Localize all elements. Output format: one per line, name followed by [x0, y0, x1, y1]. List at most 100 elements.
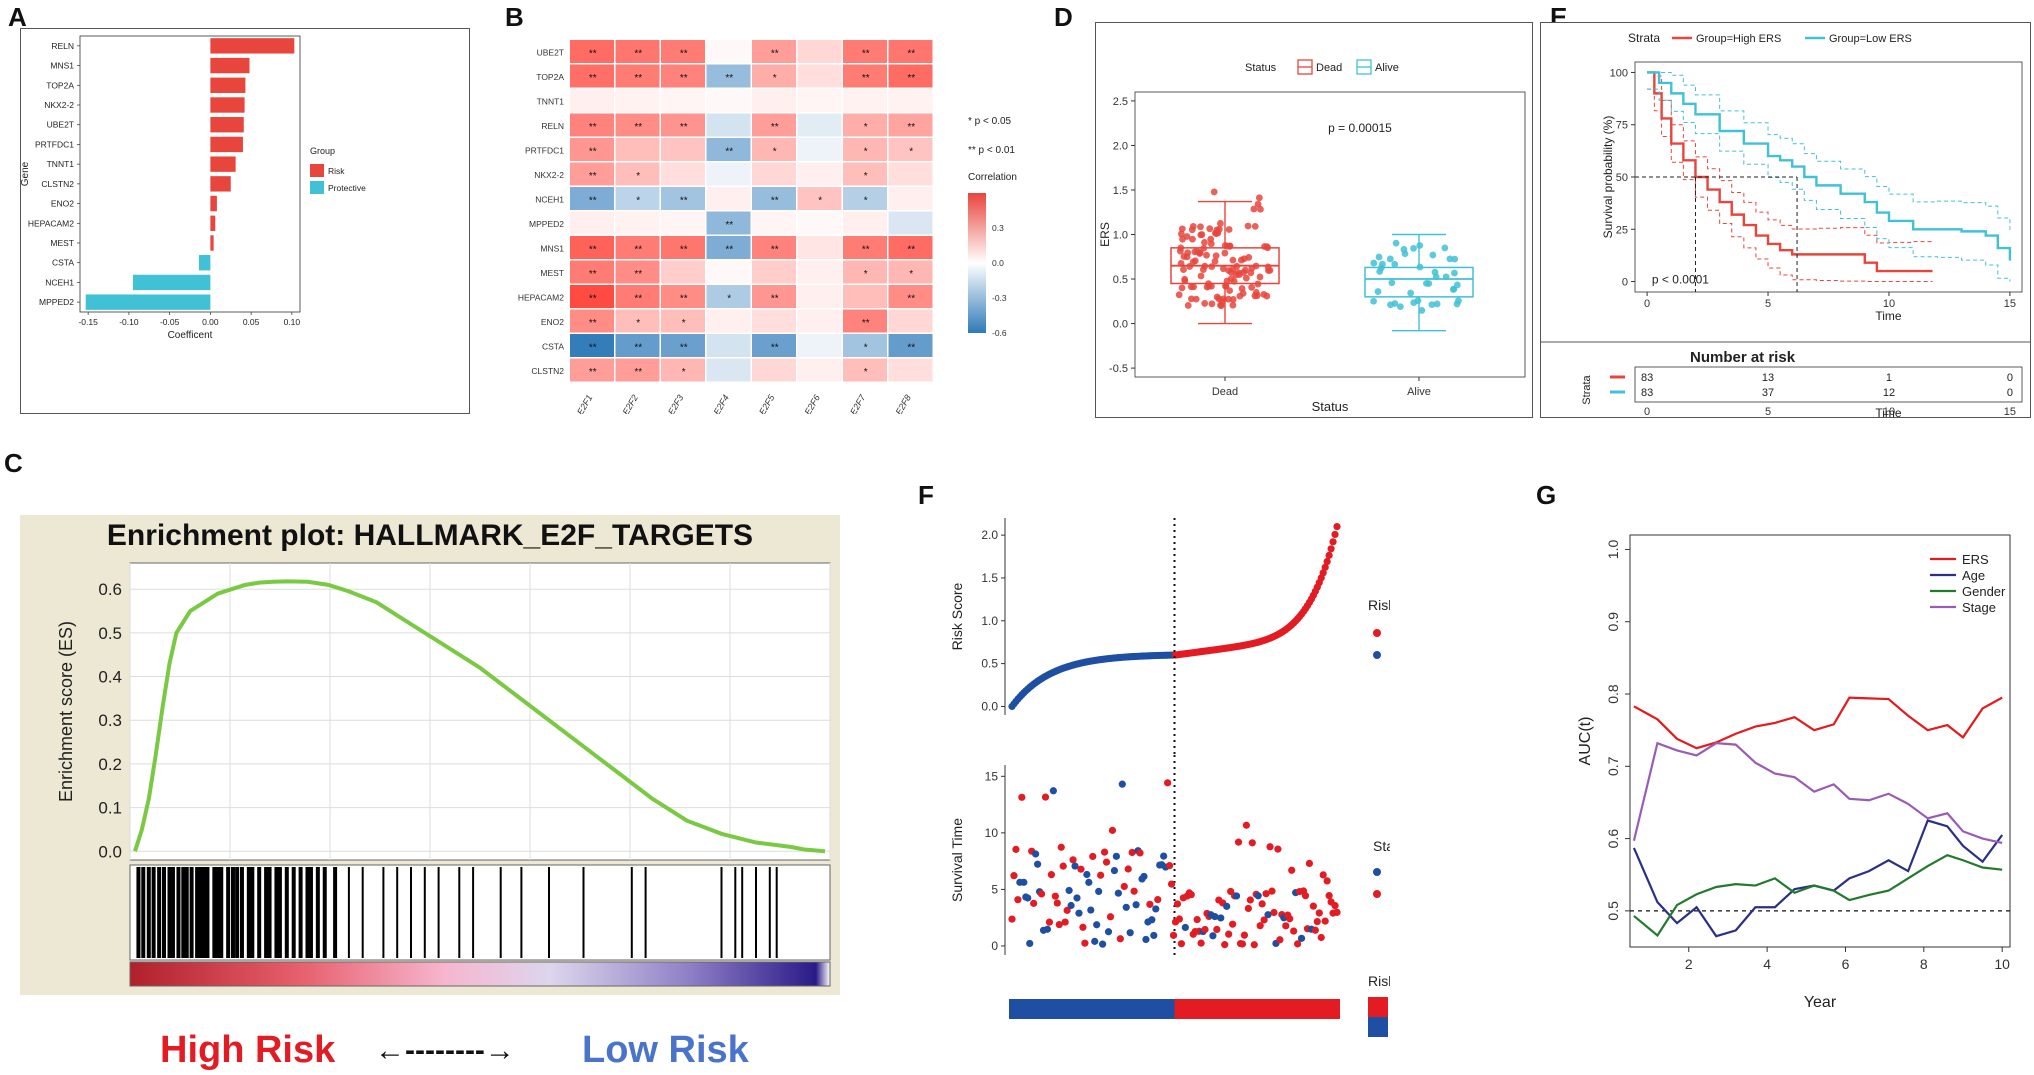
risk-xtick-label: 10 [1883, 406, 1895, 418]
bar-ube2t [210, 117, 244, 133]
xtick-label: Alive [1407, 386, 1431, 398]
ytick-mns1: MNS1 [50, 61, 74, 71]
survival-point [1012, 845, 1020, 853]
cell-prtfdc1-e2f1 [570, 138, 614, 161]
point-alive [1410, 244, 1417, 252]
panel-c-enrichment-plot: Enrichment plot: HALLMARK_E2F_TARGETS 0.0… [20, 515, 840, 1071]
point-alive [1376, 268, 1384, 275]
row-label-nkx2-2: NKX2-2 [534, 170, 564, 180]
point-dead [1217, 220, 1224, 227]
sig-mark: ** [862, 244, 870, 255]
survival-point [1106, 913, 1115, 921]
sig-mark: ** [634, 342, 642, 353]
legend-swatch-protective [310, 181, 324, 194]
cell-mest-e2f5 [752, 260, 796, 284]
sig-mark: ** [862, 318, 870, 329]
survival-point [1010, 872, 1018, 880]
ytick-mpped2: MPPED2 [39, 297, 74, 307]
survival-point [1026, 939, 1034, 948]
survival-point [1290, 927, 1298, 935]
point-dead [1220, 295, 1228, 303]
sig-mark: ** [771, 293, 779, 304]
survival-point [1246, 896, 1254, 904]
point-dead [1225, 295, 1232, 303]
ytick-label: 0.6 [98, 580, 122, 599]
cell-tnnt1-e2f2 [615, 89, 660, 112]
risk-point [1333, 522, 1341, 531]
survival-point [1211, 912, 1219, 921]
cell-mest-e2f6 [797, 260, 842, 284]
cell-nkx2-2-e2f6 [797, 162, 842, 186]
sig-mark: * [636, 171, 640, 182]
survival-point [1331, 902, 1339, 910]
survival-point [1282, 922, 1290, 930]
survival-point [1288, 866, 1296, 874]
point-alive [1375, 253, 1383, 261]
xtick-label: Dead [1212, 386, 1238, 398]
col-label-e2f4: E2F4 [712, 393, 731, 414]
survival-point [1045, 918, 1054, 926]
cell-prtfdc1-e2f2 [615, 138, 660, 161]
sig-mark: ** [680, 293, 688, 304]
sig-legend-2: ** p < 0.01 [968, 145, 1015, 156]
surv-ytick-label: 15 [985, 769, 999, 783]
point-alive [1432, 273, 1440, 281]
risk-legend-dot-low [1373, 651, 1381, 659]
survival-point [1150, 931, 1158, 940]
survival-point [1152, 905, 1160, 913]
point-dead [1260, 291, 1268, 298]
cell-mns1-e2f5 [752, 236, 796, 259]
panel-label-a: A [8, 2, 27, 32]
sig-mark: * [636, 195, 640, 206]
point-dead [1175, 291, 1183, 299]
point-alive [1418, 307, 1426, 314]
survival-point [1085, 878, 1093, 886]
sig-mark: ** [634, 293, 642, 304]
cell-nkx2-2-e2f2 [615, 162, 660, 186]
survival-point [1079, 923, 1087, 931]
cell-eno2-e2f2 [615, 309, 660, 333]
survival-point [1223, 902, 1231, 910]
ytick-label: 0.9 [1605, 612, 1621, 632]
survival-point [1020, 878, 1028, 886]
sig-mark: ** [725, 73, 733, 84]
survival-point [1014, 896, 1022, 904]
legend-label-stage: Stage [1962, 600, 1996, 615]
row-label-csta: CSTA [542, 341, 564, 351]
row-label-eno2: ENO2 [541, 317, 564, 327]
cell-ube2t-e2f8 [888, 40, 933, 63]
point-dead [1229, 256, 1237, 264]
survival-curve-low [1647, 71, 2012, 261]
sig-mark: ** [634, 269, 642, 280]
survival-point [1270, 908, 1278, 917]
cell-nceh1-e2f2 [615, 187, 660, 210]
auc-line-stage [1632, 741, 2003, 844]
legend-label-high: Group=High ERS [1696, 33, 1781, 45]
survival-point [1317, 933, 1325, 942]
point-dead [1201, 300, 1209, 307]
survival-point [1301, 892, 1310, 900]
cell-mns1-e2f1 [570, 236, 614, 259]
survival-point [1193, 915, 1201, 924]
survival-point [1254, 892, 1262, 900]
point-alive [1451, 255, 1459, 263]
survival-point [1286, 915, 1294, 923]
y-axis-label: AUC(t) [1577, 717, 1594, 766]
risk-table-ylabel: Strata [1581, 374, 1593, 404]
survival-point [1260, 916, 1268, 924]
survival-point [1083, 870, 1091, 879]
ytick-label: 0.5 [1113, 274, 1128, 286]
sig-mark: ** [589, 146, 597, 157]
cell-eno2-e2f1 [570, 309, 614, 333]
y-axis-label: ERS [1098, 222, 1112, 247]
survival-point [1034, 860, 1042, 868]
cell-prtfdc1-e2f4 [706, 138, 751, 161]
cell-hepacam2-e2f4 [706, 285, 751, 308]
sig-mark: * [864, 367, 868, 378]
cell-mest-e2f1 [570, 260, 614, 284]
bar-tnnt1 [210, 156, 236, 172]
survival-point [1160, 852, 1168, 860]
point-dead [1213, 226, 1221, 234]
sig-mark: ** [862, 48, 870, 59]
point-alive [1446, 255, 1454, 263]
